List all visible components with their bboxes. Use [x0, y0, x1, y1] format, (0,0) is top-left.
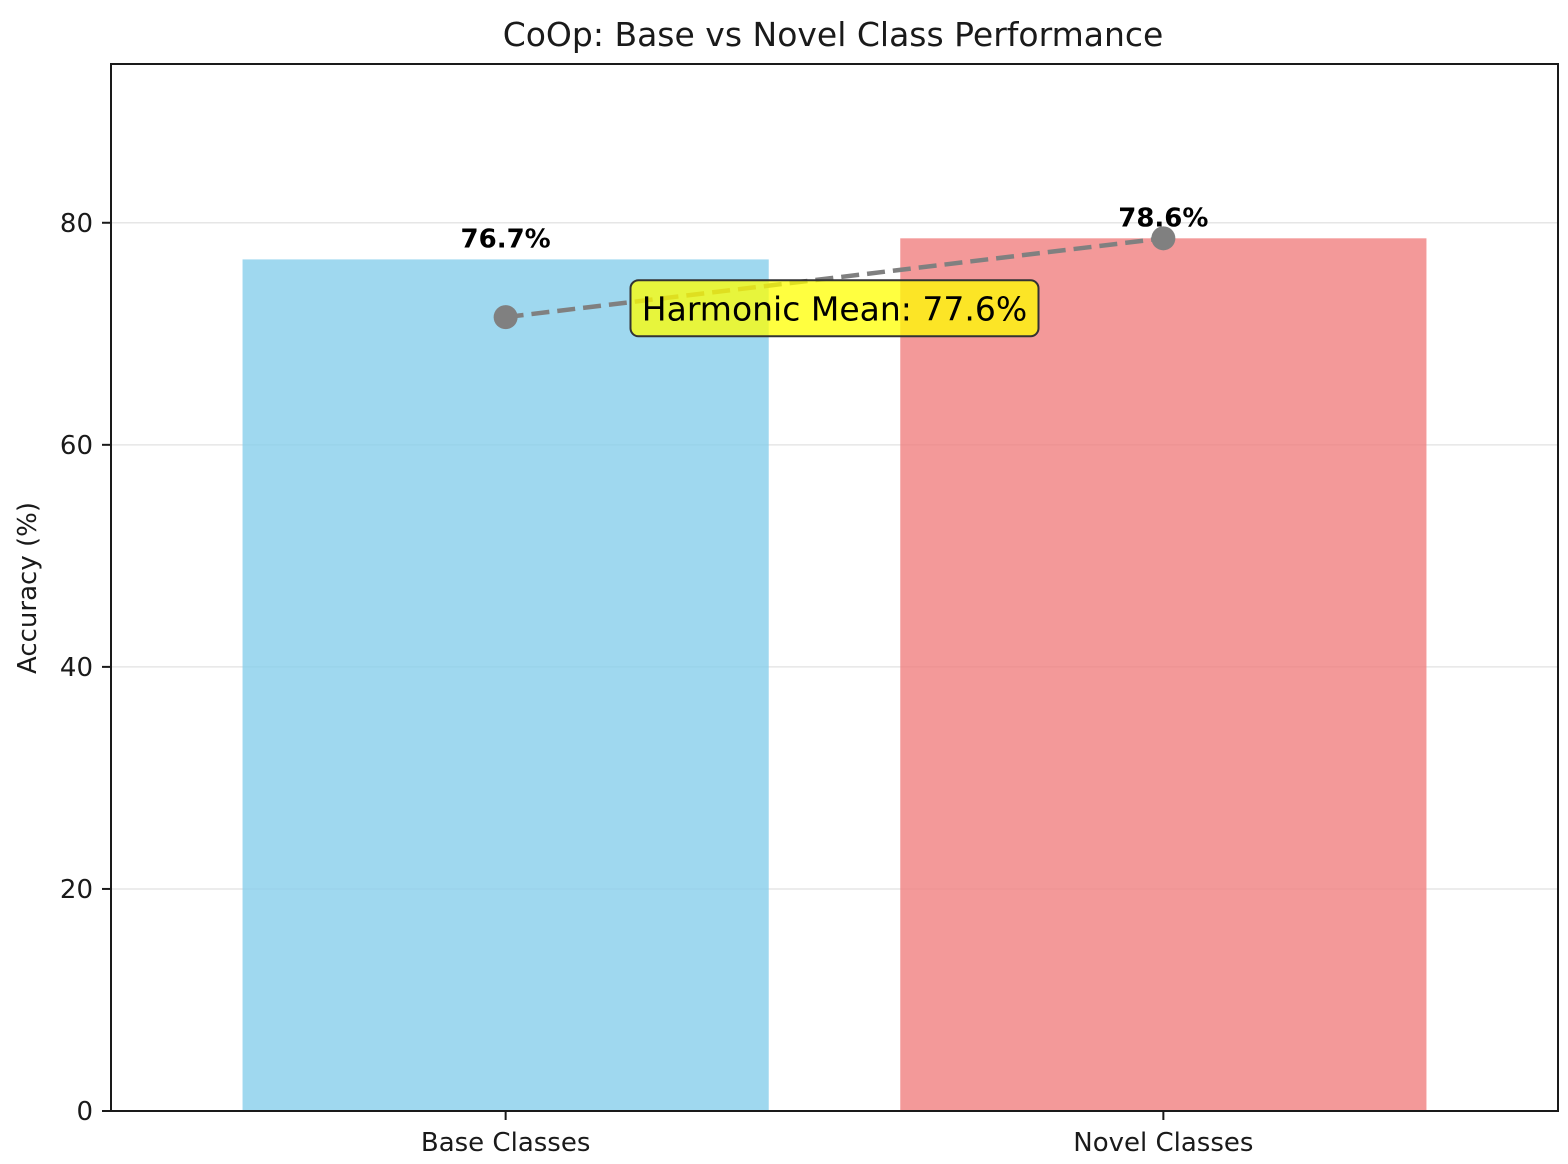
y-tick-label-0: 0 — [76, 1097, 93, 1127]
x-tick-label-0: Base Classes — [421, 1128, 591, 1158]
y-axis-label: Accuracy (%) — [13, 502, 43, 674]
y-tick-label-3: 60 — [60, 431, 93, 461]
y-tick-label-4: 80 — [60, 209, 93, 239]
connector-marker-0 — [493, 305, 518, 330]
harmonic-mean-annotation: Harmonic Mean: 77.6% — [629, 279, 1040, 338]
connector-marker-1 — [1151, 226, 1176, 251]
x-tick-label-1: Novel Classes — [1073, 1128, 1253, 1158]
connector-line — [505, 236, 1164, 320]
annotation-text: Harmonic Mean: 77.6% — [642, 289, 1027, 328]
y-tick-label-2: 40 — [60, 653, 93, 683]
value-label-1: 78.6% — [1118, 203, 1208, 233]
bar-1 — [900, 238, 1427, 1112]
bars — [242, 238, 1427, 1112]
connector — [493, 226, 1176, 330]
plot-frame — [110, 63, 1559, 1112]
y-tick-label-1: 20 — [60, 875, 93, 905]
annotation-box — [629, 279, 1040, 338]
value-label-0: 76.7% — [461, 224, 551, 254]
axes: 0 20 40 60 80 Base Classes Novel Classes — [60, 209, 1254, 1158]
value-labels: 76.7% 78.6% — [461, 203, 1209, 254]
bar-0 — [242, 259, 769, 1111]
chart-title: CoOp: Base vs Novel Class Performance — [503, 15, 1164, 54]
